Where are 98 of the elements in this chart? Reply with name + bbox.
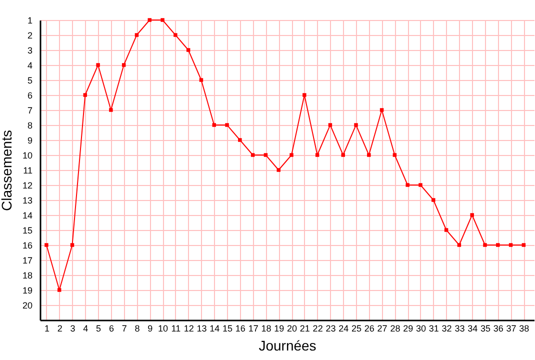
point bbox=[315, 153, 320, 157]
y-tick-label: 2 bbox=[27, 30, 32, 40]
y-tick-label: 3 bbox=[27, 46, 32, 56]
point bbox=[406, 183, 410, 187]
x-tick-label: 22 bbox=[312, 324, 323, 334]
x-tick-label: 5 bbox=[96, 324, 102, 334]
x-tick-label: 19 bbox=[274, 324, 284, 334]
point bbox=[250, 153, 255, 157]
x-tick-label: 7 bbox=[122, 324, 127, 334]
point bbox=[212, 123, 216, 127]
point bbox=[96, 63, 100, 67]
x-axis-title: Journées bbox=[258, 338, 316, 354]
x-tick-label: 2 bbox=[57, 324, 62, 334]
y-tick-label: 18 bbox=[22, 270, 32, 280]
x-tick-label: 24 bbox=[338, 324, 349, 334]
point bbox=[444, 228, 448, 232]
point bbox=[160, 18, 164, 22]
point bbox=[483, 243, 487, 247]
point bbox=[496, 243, 500, 247]
x-tick-label: 16 bbox=[235, 324, 246, 334]
y-tick-label: 10 bbox=[22, 150, 32, 160]
x-tick-label: 27 bbox=[377, 324, 388, 334]
point bbox=[238, 138, 242, 142]
x-tick-label: 31 bbox=[428, 324, 439, 334]
y-tick-label: 6 bbox=[27, 90, 32, 100]
point bbox=[418, 183, 422, 187]
x-tick-label: 20 bbox=[287, 324, 298, 334]
x-tick-label: 12 bbox=[184, 324, 194, 334]
x-tick-label: 26 bbox=[364, 324, 374, 334]
point bbox=[186, 48, 190, 52]
point bbox=[134, 33, 139, 37]
point bbox=[470, 213, 474, 217]
point bbox=[354, 123, 358, 127]
y-tick-label: 5 bbox=[27, 76, 32, 86]
x-tick-label: 17 bbox=[248, 324, 258, 334]
y-tick-label: 16 bbox=[22, 240, 32, 250]
point bbox=[302, 93, 306, 97]
point bbox=[341, 153, 345, 157]
x-tick-label: 9 bbox=[148, 324, 153, 334]
point bbox=[109, 108, 113, 112]
x-tick-label: 29 bbox=[403, 324, 414, 334]
x-tick-label: 8 bbox=[134, 324, 140, 334]
point bbox=[367, 153, 371, 157]
point bbox=[432, 198, 436, 202]
x-tick-label: 4 bbox=[83, 324, 88, 334]
y-tick-label: 12 bbox=[22, 180, 32, 190]
point bbox=[174, 33, 178, 37]
point bbox=[70, 243, 74, 247]
point bbox=[380, 108, 384, 112]
x-tick-label: 38 bbox=[519, 324, 530, 334]
x-tick-label: 25 bbox=[351, 324, 362, 334]
point bbox=[225, 123, 229, 127]
point bbox=[264, 153, 268, 157]
x-tick-label: 28 bbox=[390, 324, 400, 334]
x-tick-label: 11 bbox=[171, 324, 181, 334]
point bbox=[83, 93, 88, 97]
x-tick-label: 21 bbox=[300, 324, 310, 334]
x-tick-label: 15 bbox=[222, 324, 233, 334]
y-tick-label: 20 bbox=[22, 300, 32, 310]
x-tick-label: 30 bbox=[416, 324, 426, 334]
x-tick-label: 3 bbox=[70, 324, 76, 334]
y-tick-label: 13 bbox=[22, 196, 32, 206]
x-tick-label: 34 bbox=[468, 324, 478, 334]
point bbox=[392, 153, 397, 157]
x-tick-label: 37 bbox=[506, 324, 516, 334]
point bbox=[122, 63, 126, 67]
point bbox=[199, 78, 204, 82]
x-tick-label: 18 bbox=[261, 324, 272, 334]
point bbox=[508, 243, 513, 247]
point bbox=[57, 288, 62, 292]
x-tick-label: 36 bbox=[493, 324, 504, 334]
point bbox=[276, 168, 280, 172]
x-tick-label: 35 bbox=[480, 324, 490, 334]
x-tick-label: 6 bbox=[108, 324, 114, 334]
point bbox=[290, 153, 294, 157]
y-tick-label: 11 bbox=[23, 166, 32, 176]
point bbox=[148, 18, 152, 22]
point bbox=[44, 243, 48, 247]
x-tick-label: 10 bbox=[158, 324, 168, 334]
y-tick-label: 8 bbox=[27, 120, 32, 130]
y-tick-label: 9 bbox=[27, 136, 32, 146]
x-tick-label: 33 bbox=[454, 324, 465, 334]
y-tick-label: 14 bbox=[22, 210, 32, 220]
point bbox=[522, 243, 526, 247]
x-tick-label: 32 bbox=[442, 324, 452, 334]
y-tick-label: 19 bbox=[22, 286, 32, 296]
y-tick-label: 15 bbox=[22, 226, 32, 236]
point bbox=[328, 123, 332, 127]
y-tick-label: 4 bbox=[27, 60, 32, 70]
x-tick-label: 14 bbox=[210, 324, 220, 334]
y-tick-label: 17 bbox=[22, 256, 32, 266]
x-tick-label: 13 bbox=[196, 324, 207, 334]
y-tick-label: 1 bbox=[27, 16, 32, 26]
y-axis-title: Classements bbox=[0, 130, 14, 211]
x-tick-label: 23 bbox=[326, 324, 336, 334]
y-tick-label: 7 bbox=[27, 106, 32, 116]
x-tick-label: 1 bbox=[44, 324, 50, 334]
point bbox=[457, 243, 462, 247]
